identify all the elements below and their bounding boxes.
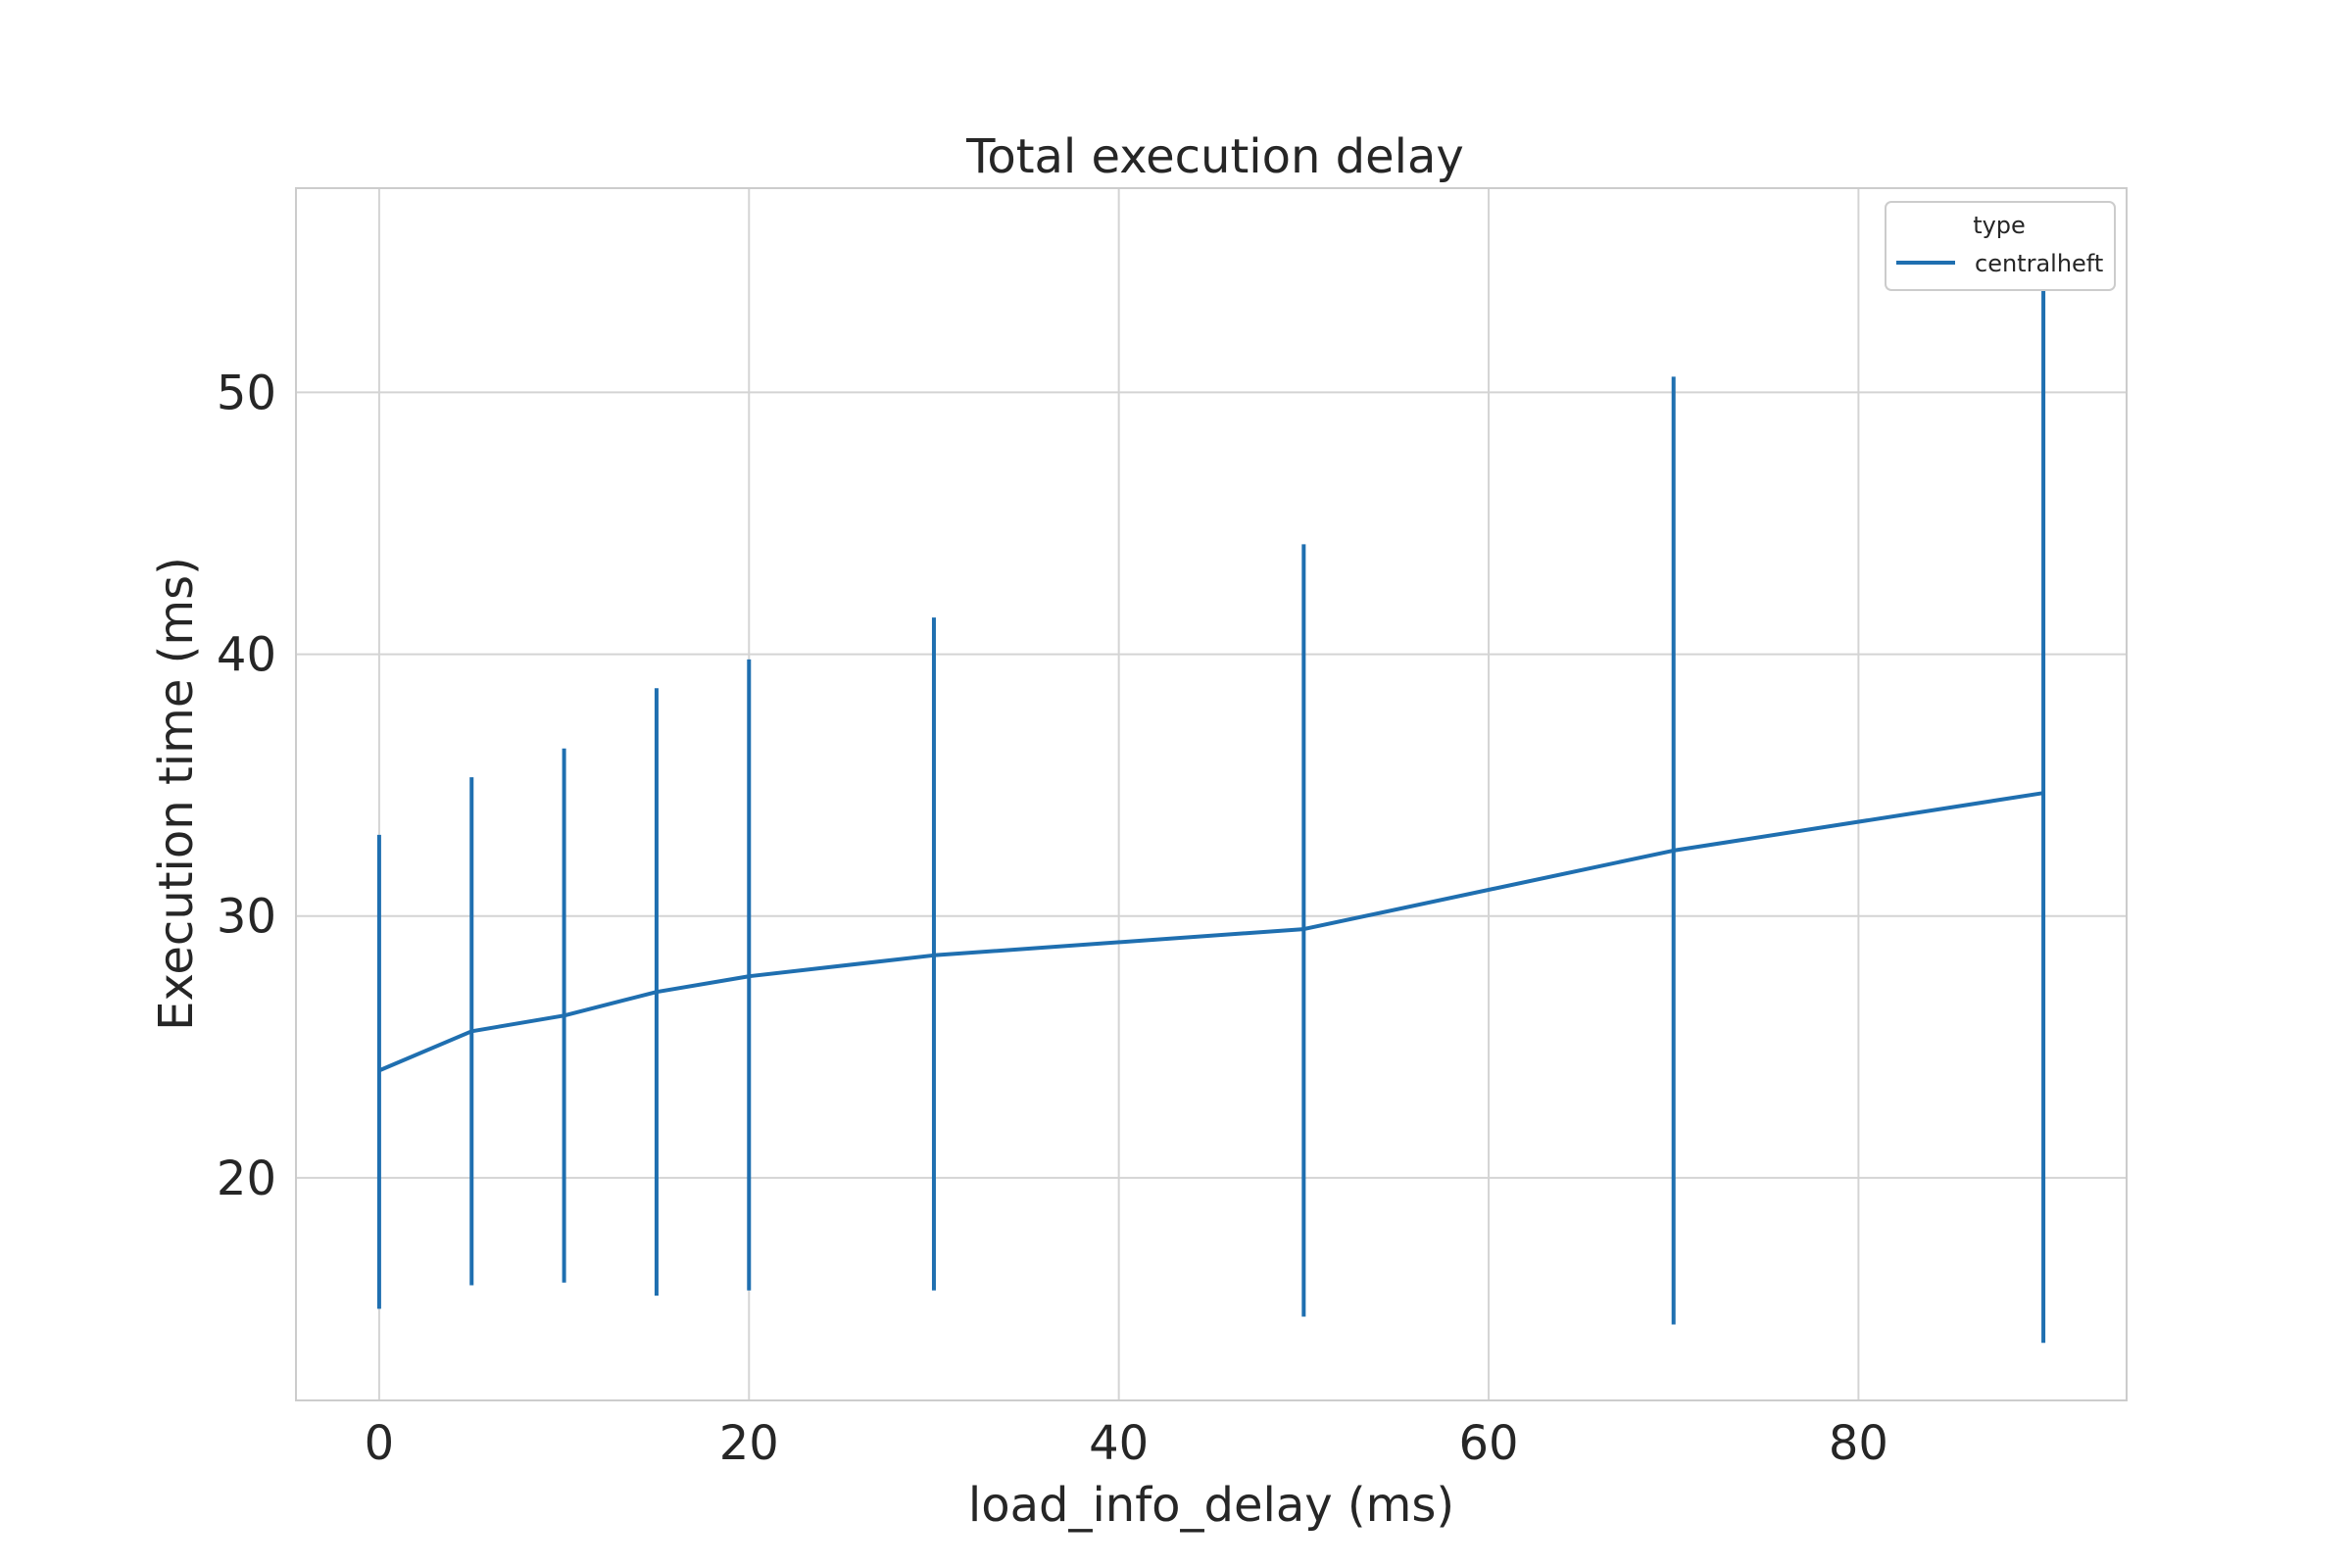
legend-label: centralheft xyxy=(1975,250,2103,277)
x-tick-label: 80 xyxy=(1829,1416,1888,1471)
legend: type centralheft xyxy=(1885,201,2116,291)
series-lines xyxy=(378,791,2044,1073)
y-tick-label: 30 xyxy=(217,890,276,945)
x-tick-label: 60 xyxy=(1458,1416,1518,1471)
x-tick-label: 40 xyxy=(1089,1416,1149,1471)
legend-box xyxy=(1885,201,2116,291)
x-axis-label: load_info_delay (ms) xyxy=(968,1478,1454,1533)
y-axis: 20 30 40 50 xyxy=(217,366,276,1206)
legend-title: type xyxy=(1973,212,2026,239)
x-axis: 0 20 40 60 80 xyxy=(365,1416,1888,1471)
x-tick-label: 0 xyxy=(365,1416,395,1471)
plot-frame xyxy=(295,187,2128,1401)
y-tick-label: 20 xyxy=(217,1152,276,1206)
chart-title: Total execution delay xyxy=(965,129,1464,184)
y-tick-label: 40 xyxy=(217,628,276,683)
x-tick-label: 20 xyxy=(719,1416,779,1471)
series-line xyxy=(378,791,2044,1073)
y-axis-label: Execution time (ms) xyxy=(149,557,204,1031)
y-tick-label: 50 xyxy=(217,366,276,420)
